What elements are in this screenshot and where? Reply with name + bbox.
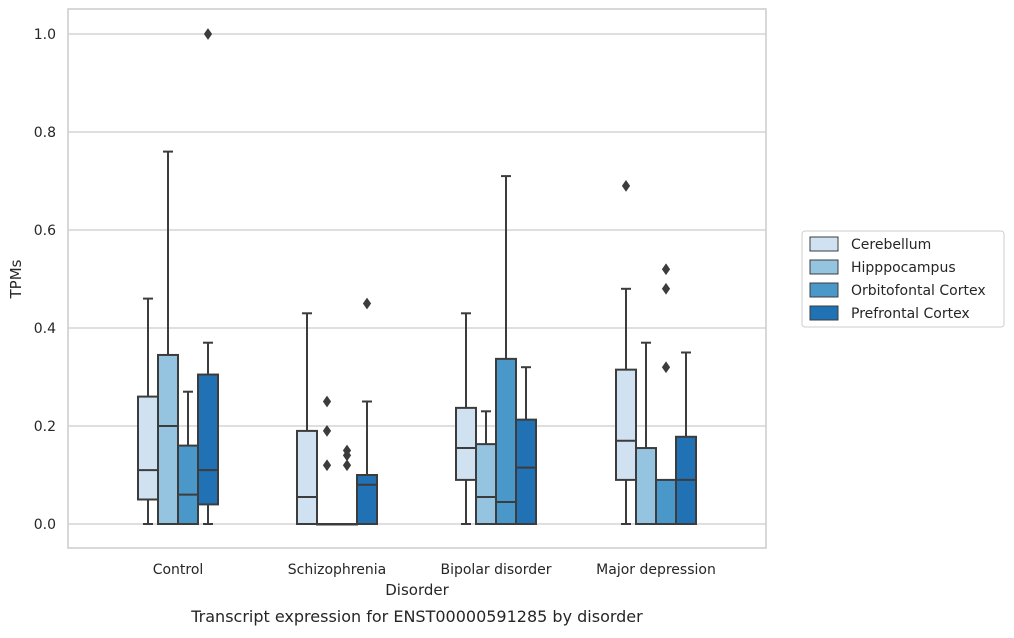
x-tick-label: Bipolar disorder: [440, 562, 551, 578]
box-group: [475, 410, 497, 526]
legend-label: Orbitofontal Cortex: [851, 283, 986, 299]
legend: Cerebellum Hipppocampus Orbitofontal Corte…: [801, 230, 1005, 328]
box-rect: [495, 357, 517, 525]
x-tick-label: Major depression: [596, 562, 716, 578]
outlier-point: [661, 361, 671, 374]
box-group: [316, 395, 338, 526]
outlier-point: [661, 263, 671, 276]
box-group: [137, 297, 159, 525]
outlier-point: [661, 282, 671, 295]
outlier-point: [621, 180, 631, 192]
outlier-point: [322, 395, 332, 408]
outlier-point: [342, 444, 352, 457]
outlier-point: [322, 425, 332, 437]
box-group: [177, 390, 199, 526]
box-rect: [197, 373, 219, 506]
box-group: [356, 297, 378, 525]
legend-swatch: [809, 236, 839, 252]
y-tick-label: 1.0: [34, 27, 56, 43]
box-group: [635, 341, 657, 525]
outlier-point: [342, 459, 352, 472]
outlier-point: [203, 28, 213, 40]
box-rect: [296, 429, 318, 525]
box-group: [157, 150, 179, 526]
box-group: [455, 312, 477, 525]
legend-label: Prefrontal Cortex: [851, 306, 970, 322]
box-group: [336, 444, 358, 526]
legend-label: Hipppocampus: [851, 260, 956, 276]
legend-swatch: [809, 282, 839, 298]
box-plot-marks: [137, 28, 697, 526]
box-group: [495, 175, 517, 525]
y-axis-label: TPMs: [7, 259, 25, 299]
outlier-point: [362, 297, 372, 310]
box-rect: [635, 447, 657, 525]
y-tick-label: 0.2: [34, 419, 56, 435]
box-rect: [655, 478, 677, 525]
box-rect: [177, 444, 199, 526]
plot-frame: [67, 8, 767, 549]
box-rect: [455, 406, 477, 481]
box-rect: [475, 443, 497, 526]
y-tick-label: 0.6: [34, 223, 56, 239]
y-tick-label: 0.4: [34, 321, 56, 337]
y-tick-label: 0.8: [34, 125, 56, 141]
box-rect: [137, 395, 159, 501]
box-rect: [615, 368, 637, 481]
box-group: [675, 351, 697, 525]
legend-label: Cerebellum: [851, 237, 931, 253]
outlier-point: [322, 459, 332, 472]
y-axis-ticks: 0.0 0.2 0.4 0.6 0.8 1.0: [34, 27, 56, 533]
box-rect: [515, 418, 537, 526]
box-rect: [157, 353, 179, 526]
box-group: [655, 263, 677, 525]
box-group: [296, 312, 318, 525]
x-axis-label: Disorder: [385, 581, 449, 599]
box-group: [615, 180, 637, 525]
box-rect: [356, 474, 378, 525]
x-axis-ticks: Control Schizophrenia Bipolar disorder Majo…: [153, 562, 716, 578]
legend-frame: [801, 230, 1005, 328]
y-tick-label: 0.0: [34, 517, 56, 533]
legend-swatch: [809, 305, 839, 321]
box-group: [515, 366, 537, 526]
box-group: [197, 28, 219, 525]
legend-swatch: [809, 259, 839, 275]
chart-title: Transcript expression for ENST0000059128…: [190, 607, 643, 626]
x-tick-label: Schizophrenia: [288, 562, 386, 578]
x-tick-label: Control: [153, 562, 204, 578]
